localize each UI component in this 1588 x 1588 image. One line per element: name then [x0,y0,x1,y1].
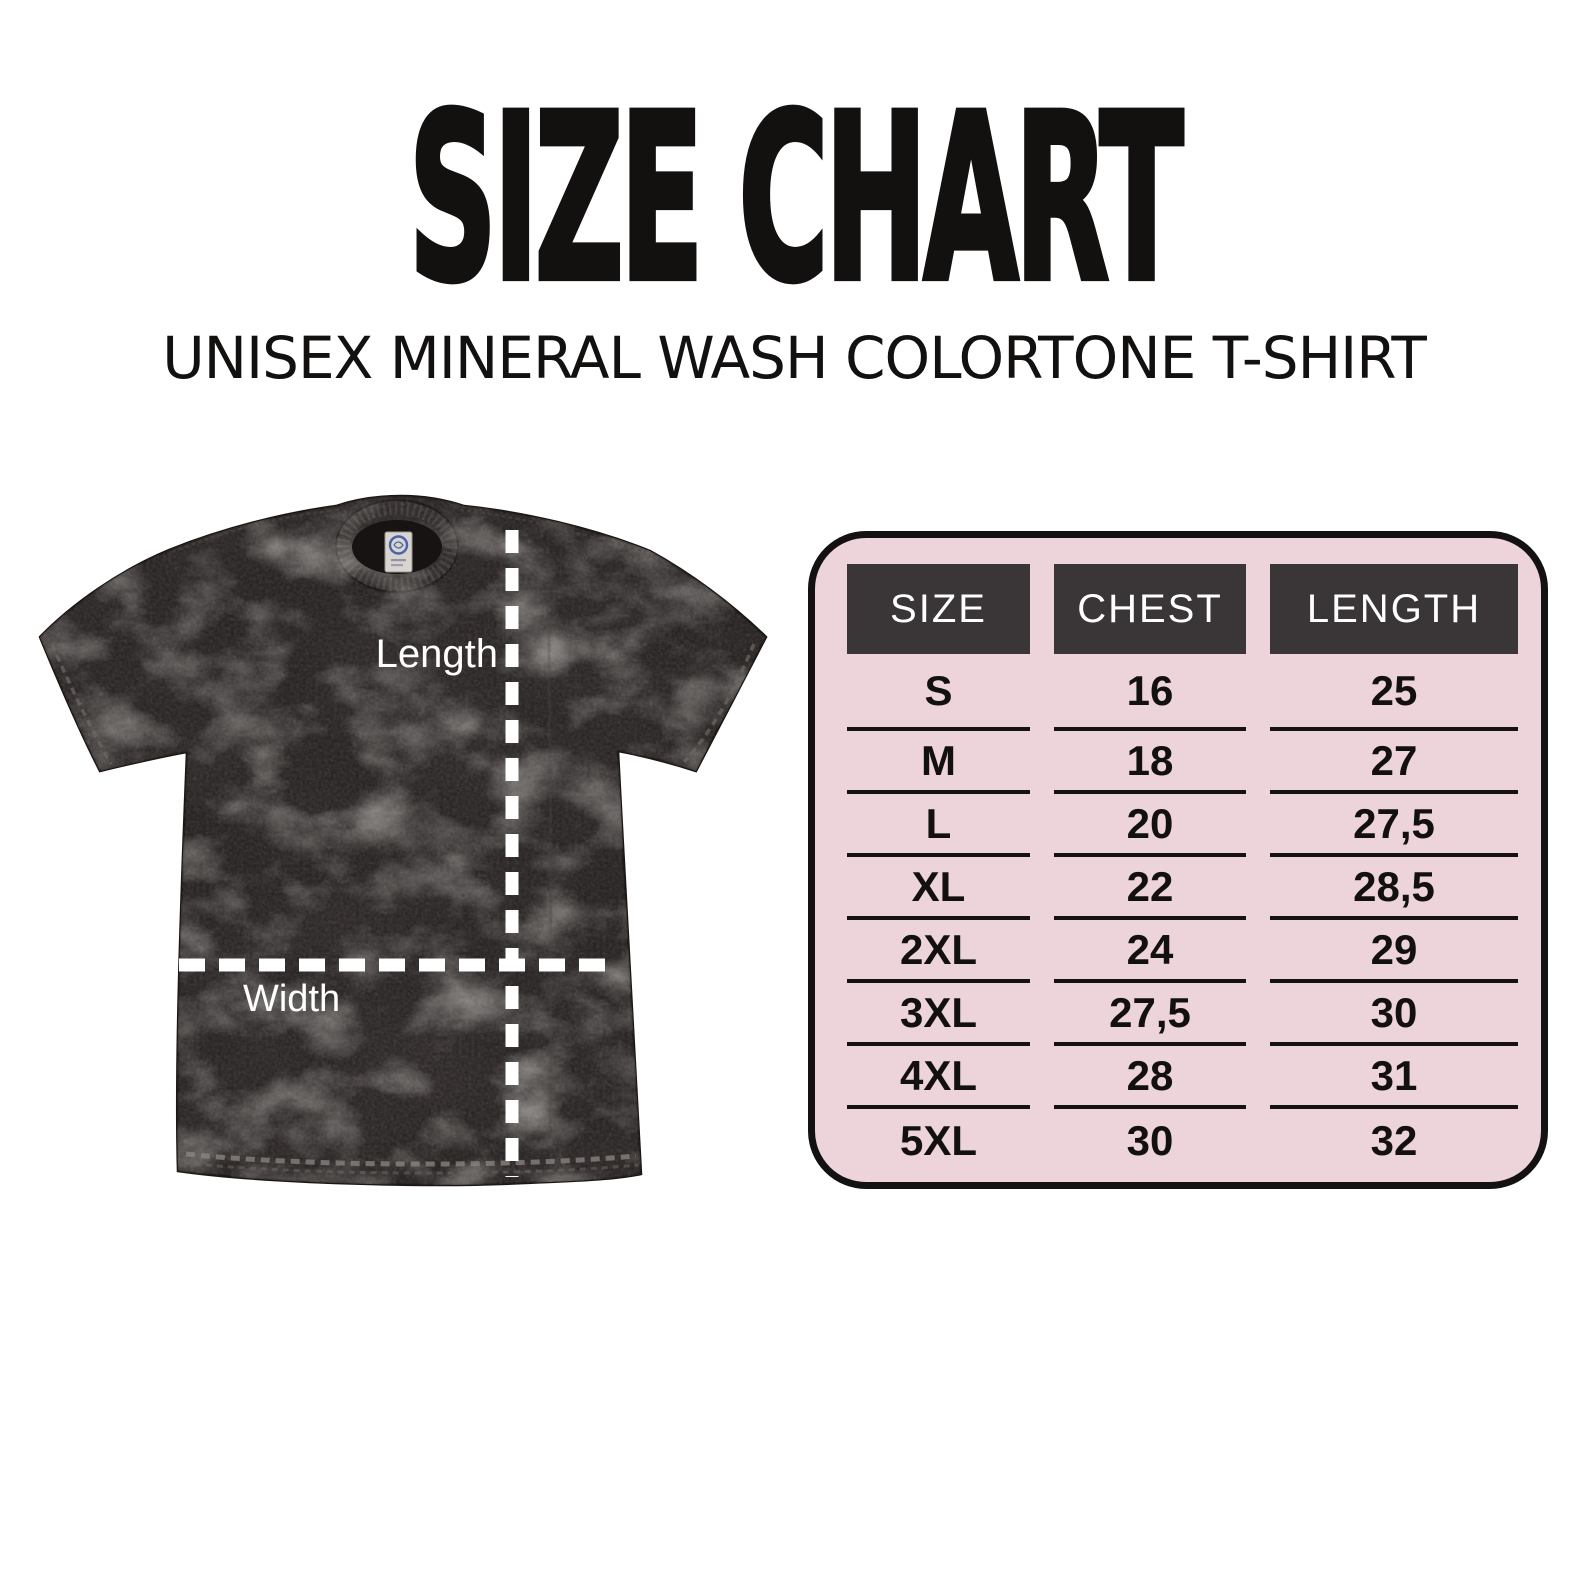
table-cell: 30 [1126,1116,1174,1164]
table-cell: 18 [1054,731,1246,794]
table-cell: 31 [1270,1046,1518,1109]
tshirt-measurement-diagram: Length Width [38,494,768,1187]
table-cell: XL [847,857,1030,920]
table-cell: 2XL [847,920,1030,983]
mineral-wash-texture [40,496,766,1185]
table-cell: 27 [1270,731,1518,794]
table-cell: 25 [1270,654,1518,731]
table-cell: 4XL [847,1046,1030,1109]
table-cell: S [847,654,1030,731]
size-table: SIZE CHEST LENGTH S 16 25 M 18 27 L 20 2… [808,531,1548,1189]
table-cell: 29 [1270,920,1518,983]
table-body: S 16 25 M 18 27 L 20 27,5 XL 22 28,5 2XL [847,654,1518,1172]
table-cell: 22 [1054,857,1246,920]
table-cell: 32 [1370,1116,1418,1164]
length-label: Length [376,632,498,676]
table-cell: 28 [1054,1046,1246,1109]
page-title: SIZE CHART [407,64,1185,336]
stitch-details [50,508,756,1175]
brand-tag [384,531,413,573]
table-cell: 3XL [847,983,1030,1046]
header-cell-length: LENGTH [1270,564,1518,654]
table-cell: 20 [1054,794,1246,857]
table-cell: M [847,731,1030,794]
table-cell: 5XL [899,1116,978,1164]
header-cell-chest: CHEST [1054,564,1246,654]
table-cell: 16 [1054,654,1246,731]
table-cell: 30 [1270,983,1518,1046]
table-cell: 27,5 [1054,983,1246,1046]
table-cell: 27,5 [1270,794,1518,857]
width-label: Width [243,978,340,1020]
table-cell: 24 [1054,920,1246,983]
table-header-row: SIZE CHEST LENGTH [847,564,1518,654]
page-subtitle: UNISEX MINERAL WASH COLORTONE T-SHIRT [162,324,1427,392]
table-cell: 28,5 [1270,857,1518,920]
table-cell: L [847,794,1030,857]
header-cell-size: SIZE [847,564,1030,654]
